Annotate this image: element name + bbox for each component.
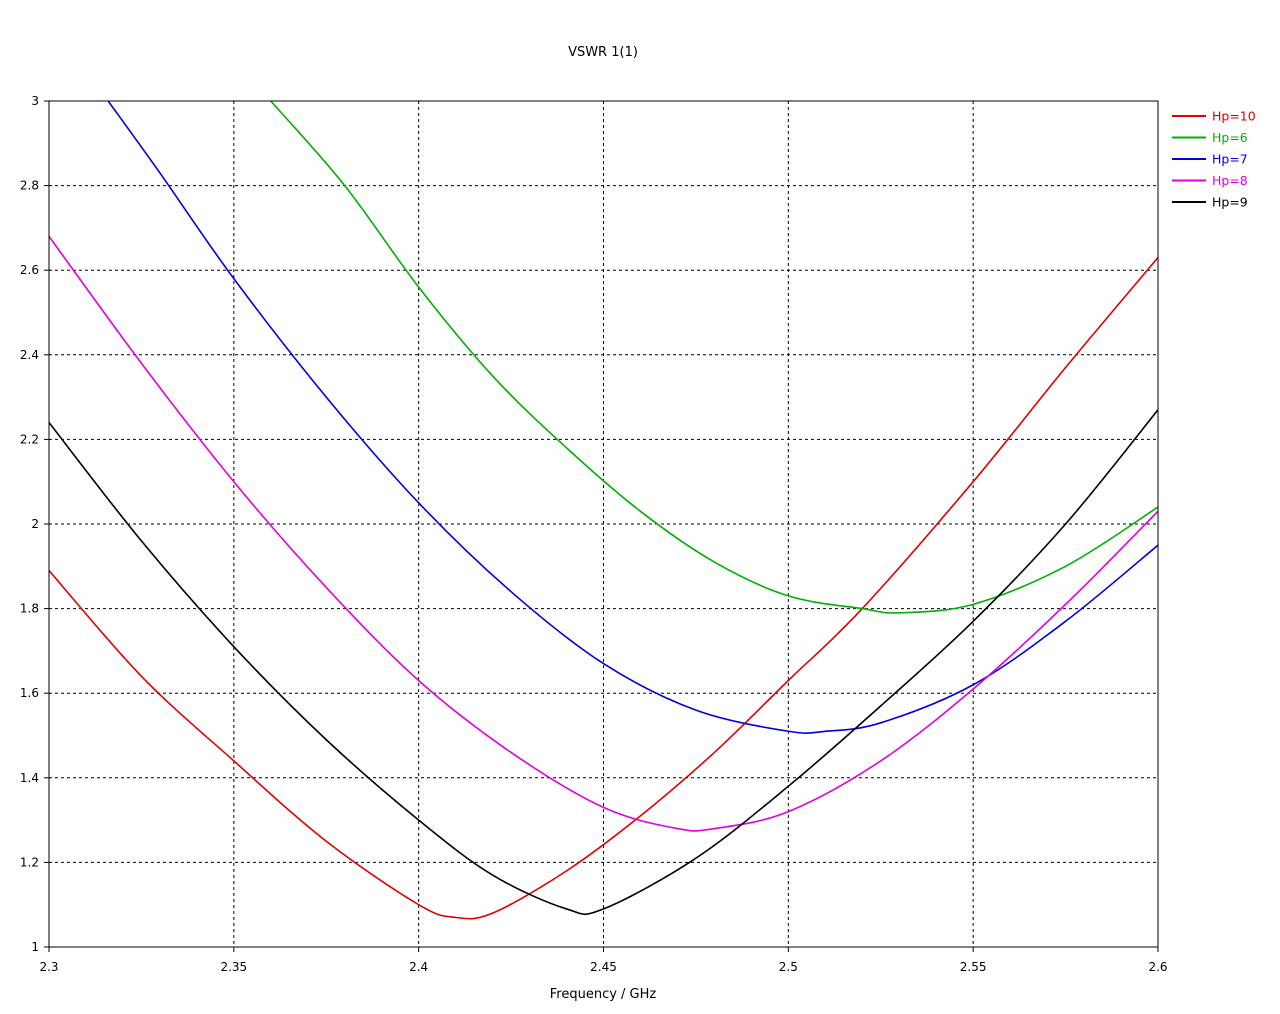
y-tick-label: 2.4 — [20, 348, 39, 362]
series-line — [49, 256, 1158, 920]
x-tick-label: 2.6 — [1148, 960, 1167, 974]
x-tick-label: 2.35 — [220, 960, 247, 974]
legend-label: Hp=6 — [1212, 130, 1248, 145]
x-tick-label: 2.45 — [590, 960, 617, 974]
y-tick-label: 2.6 — [20, 263, 39, 277]
y-tick-label: 3 — [31, 94, 39, 108]
x-tick-label: 2.5 — [779, 960, 798, 974]
x-tick-label: 2.4 — [409, 960, 428, 974]
legend-label: Hp=10 — [1212, 109, 1256, 124]
y-tick-label: 1.2 — [20, 855, 39, 869]
legend-label: Hp=7 — [1212, 152, 1248, 167]
series-line — [107, 101, 1158, 734]
series-line — [270, 101, 1158, 614]
x-tick-label: 2.55 — [960, 960, 987, 974]
legend: Hp=10 Hp=6 Hp=7 Hp=8 Hp=9 — [1172, 109, 1256, 210]
tick-labels: 2.3 2.35 2.4 2.45 2.5 2.55 2.6 1 1.2 1.4 1.6 1.8 2 2.… — [20, 94, 1168, 974]
series-layer — [49, 101, 1158, 920]
legend-label: Hp=9 — [1212, 195, 1248, 210]
y-tick-label: 1 — [31, 940, 39, 954]
series-line — [49, 409, 1158, 916]
series-line — [49, 235, 1158, 832]
y-tick-label: 2 — [31, 517, 39, 531]
legend-label: Hp=8 — [1212, 173, 1248, 188]
y-tick-label: 2.8 — [20, 179, 39, 193]
x-tick-label: 2.3 — [39, 960, 58, 974]
y-tick-label: 2.2 — [20, 432, 39, 446]
chart-title: VSWR 1(1) — [568, 45, 638, 60]
y-tick-label: 1.8 — [20, 602, 39, 616]
x-axis-label: Frequency / GHz — [550, 987, 657, 1002]
y-tick-label: 1.6 — [20, 686, 39, 700]
grid — [49, 101, 1158, 947]
y-tick-label: 1.4 — [20, 771, 39, 785]
